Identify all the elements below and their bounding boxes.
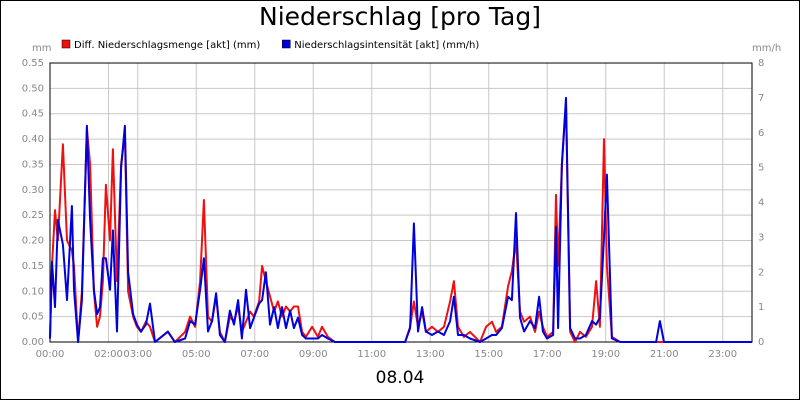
y2-tick-label: 0	[758, 337, 764, 348]
x-tick-label: 09:00	[299, 349, 328, 360]
x-tick-label: 03:00	[123, 349, 152, 360]
y2-tick-label: 2	[758, 267, 764, 278]
y-tick-label: 0.10	[22, 286, 44, 297]
y-tick-label: 0.35	[22, 159, 44, 170]
x-tick-label: 05:00	[182, 349, 211, 360]
x-tick-label: 11:00	[357, 349, 386, 360]
y-tick-label: 0.05	[22, 312, 44, 323]
y2-tick-label: 8	[758, 58, 764, 69]
x-tick-label: 23:00	[708, 349, 737, 360]
data-line	[49, 96, 752, 343]
y2-tick-label: 7	[758, 93, 764, 104]
x-tick-label: 19:00	[591, 349, 620, 360]
legend-label: Diff. Niederschlagsmenge [akt] (mm)	[74, 40, 260, 51]
y-tick-label: 0.30	[22, 185, 44, 196]
x-tick-label: 17:00	[533, 349, 562, 360]
chart-title: Niederschlag [pro Tag]	[259, 2, 541, 31]
y2-tick-label: 6	[758, 128, 764, 139]
y-axis-label: mm	[32, 43, 51, 54]
y-tick-label: 0.20	[22, 236, 44, 247]
x-tick-label: 00:00	[36, 349, 65, 360]
y2-tick-label: 5	[758, 163, 764, 174]
x-tick-label: 02:00	[94, 349, 123, 360]
legend-swatch	[282, 39, 291, 49]
y-tick-label: 0.15	[22, 261, 44, 272]
legend-label: Niederschlagsintensität [akt] (mm/h)	[294, 40, 479, 51]
y2-axis-label: mm/h	[752, 43, 781, 54]
y2-tick-label: 1	[758, 302, 764, 313]
y-tick-label: 0.50	[22, 83, 44, 94]
legend-swatch	[61, 39, 71, 49]
x-axis-label: 08.04	[376, 368, 425, 388]
y2-tick-label: 3	[758, 232, 764, 243]
x-tick-label: 15:00	[474, 349, 503, 360]
y-tick-label: 0.40	[22, 134, 44, 145]
x-tick-label: 07:00	[240, 349, 269, 360]
y-tick-label: 0.25	[22, 210, 44, 221]
y-tick-label: 0.45	[22, 109, 44, 120]
x-tick-label: 13:00	[416, 349, 445, 360]
x-tick-label: 21:00	[650, 349, 679, 360]
y-tick-label: 0.55	[22, 58, 44, 69]
y-tick-label: 0.00	[22, 337, 44, 348]
y2-tick-label: 4	[758, 198, 764, 209]
